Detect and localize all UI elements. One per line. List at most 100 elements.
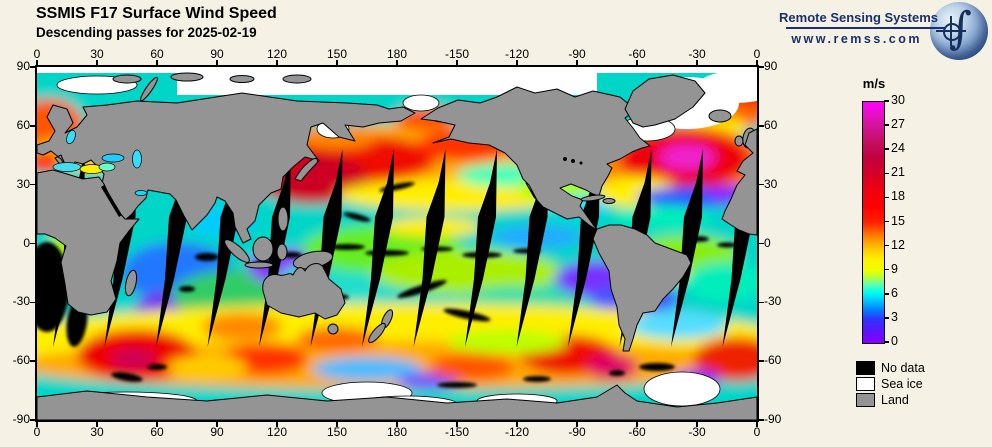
longitude-tick-label: 30	[90, 47, 104, 61]
colorbar-tick-label: 0	[891, 334, 898, 348]
axis-tick	[759, 66, 764, 68]
axis-tick	[276, 60, 278, 65]
axis-tick	[36, 422, 38, 427]
axis-tick	[30, 125, 35, 127]
colorbar-tick	[884, 100, 889, 102]
longitude-tick-label: 180	[386, 425, 408, 439]
brand-url[interactable]: www.remss.com	[791, 32, 922, 46]
latitude-tick-label: -90	[12, 412, 30, 426]
plot-subtitle: Descending passes for 2025-02-19	[36, 25, 257, 40]
colorbar-tick	[884, 220, 889, 223]
longitude-tick-label: 0	[753, 47, 761, 61]
longitude-tick-label: -90	[568, 425, 586, 439]
axis-tick	[336, 422, 338, 427]
latitude-tick-label: 30	[764, 176, 778, 191]
no-data-swatch	[856, 361, 875, 375]
legend-label: Land	[881, 393, 909, 407]
colorbar	[862, 101, 885, 344]
axis-tick	[156, 60, 158, 65]
axis-tick	[456, 422, 458, 427]
longitude-tick-label: 60	[150, 425, 164, 439]
axis-tick	[636, 422, 638, 427]
latitude-tick-label: -30	[764, 294, 782, 309]
axis-tick	[636, 60, 638, 65]
globe-crosshair-circle-icon	[943, 23, 961, 41]
remss-globe-logo: ∫	[930, 2, 988, 60]
longitude-tick-label: 90	[210, 47, 224, 61]
longitude-tick-label: -30	[688, 47, 706, 61]
inland-seas-layer	[52, 129, 583, 217]
axis-tick	[30, 242, 35, 245]
swath-gap	[465, 149, 497, 347]
axis-tick	[516, 422, 518, 427]
longitude-tick-label: -90	[568, 47, 586, 61]
world-wind-map	[37, 67, 757, 420]
colorbar-unit-label: m/s	[862, 76, 886, 91]
axis-tick	[759, 301, 764, 304]
axis-tick	[756, 60, 758, 65]
remss-branding: ∫ Remote Sensing Systems www.remss.com	[779, 0, 988, 62]
longitude-tick-label: 0	[33, 425, 41, 439]
axis-tick	[696, 60, 698, 65]
colorbar-tick	[884, 268, 889, 271]
map-legend: No data Sea ice Land	[856, 360, 925, 408]
axis-tick	[30, 66, 35, 68]
axis-tick	[30, 360, 35, 362]
longitude-tick-label: -150	[444, 425, 470, 439]
latitude-tick-label: 0	[764, 235, 771, 250]
axis-tick	[759, 125, 764, 127]
latitude-tick-label: 0	[23, 235, 30, 250]
legend-item-no-data: No data	[856, 360, 925, 376]
axis-tick	[30, 301, 35, 304]
integral-icon: ∫	[949, 3, 972, 54]
longitude-tick-label: -60	[628, 47, 646, 61]
latitude-tick-label: -90	[764, 412, 782, 426]
longitude-tick-label: 90	[210, 425, 224, 439]
colorbar-tick	[884, 172, 889, 175]
colorbar-tick-label: 18	[891, 189, 905, 204]
sea-ice-swatch	[856, 377, 875, 391]
axis-tick	[759, 242, 764, 245]
longitude-tick-label: 180	[386, 47, 408, 61]
swath-gap	[671, 149, 703, 347]
colorbar-tick-label: 30	[891, 93, 905, 107]
axis-tick	[759, 360, 764, 362]
colorbar-tick-label: 24	[891, 141, 905, 156]
swath-gap	[413, 149, 446, 347]
axis-tick	[276, 422, 278, 427]
axis-tick	[576, 422, 578, 427]
latitude-tick-label: 60	[764, 117, 778, 132]
longitude-tick-label: 120	[266, 47, 288, 61]
latitude-tick-label: -60	[764, 353, 782, 368]
axis-tick	[36, 60, 38, 65]
axis-tick	[30, 183, 35, 186]
colorbar-tick-label: 21	[891, 165, 905, 180]
legend-label: No data	[881, 361, 925, 375]
axis-tick	[336, 60, 338, 65]
axis-tick	[516, 60, 518, 65]
longitude-tick-label: -120	[504, 47, 530, 61]
longitude-tick-label: -150	[444, 47, 470, 61]
longitude-tick-label: 0	[753, 425, 761, 439]
axis-tick	[30, 419, 35, 421]
longitude-tick-label: 120	[266, 425, 288, 439]
axis-tick	[396, 422, 398, 427]
colorbar-tick-label: 3	[891, 309, 898, 324]
latitude-tick-label: -60	[12, 353, 30, 368]
latitude-tick-label: 90	[16, 59, 30, 73]
longitude-tick-label: 30	[90, 425, 104, 439]
axis-tick	[456, 60, 458, 65]
land-layer	[37, 72, 757, 420]
axis-tick	[396, 60, 398, 65]
longitude-tick-label: -30	[688, 425, 706, 439]
colorbar-tick	[884, 293, 889, 295]
colorbar-tick	[884, 124, 889, 126]
legend-item-land: Land	[856, 392, 925, 408]
latitude-tick-label: 90	[764, 59, 778, 73]
axis-tick	[696, 422, 698, 427]
longitude-tick-label: -120	[504, 425, 530, 439]
latitude-tick-label: 60	[16, 117, 30, 132]
colorbar-tick	[884, 196, 889, 199]
colorbar-tick-label: 6	[891, 285, 898, 300]
